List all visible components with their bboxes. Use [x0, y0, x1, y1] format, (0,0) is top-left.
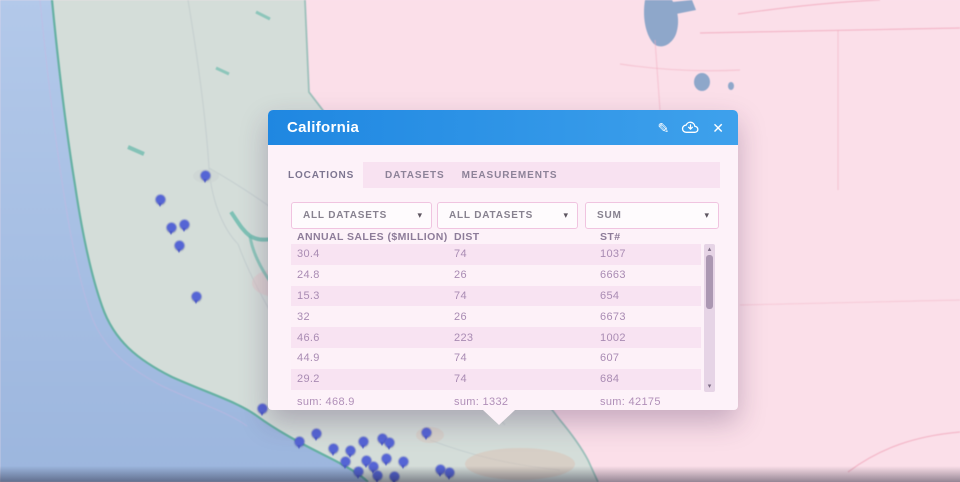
scroll-up-icon[interactable]: ▴: [707, 246, 712, 253]
sum-annual-sales: sum: 468.9: [297, 396, 355, 408]
table-scrollbar[interactable]: ▴ ▾: [704, 244, 715, 392]
chevron-down-icon: ▾: [704, 210, 709, 220]
sum-row: sum: 468.9 sum: 1332 sum: 42175: [291, 393, 701, 411]
table-body: 30.4 74 1037 24.8 26 6663 15.3 74 654 32 26 6673 46.…: [291, 244, 701, 390]
table-row[interactable]: 29.2 74 684: [291, 368, 701, 390]
table-row[interactable]: 44.9 74 607: [291, 347, 701, 369]
table-cell: 44.9: [297, 352, 320, 365]
offshore-boundary-line: [39, 0, 248, 427]
column-header: ANNUAL SALES ($MILLION): [297, 230, 448, 243]
table-cell: 223: [454, 331, 474, 344]
edit-icon[interactable]: ✎: [657, 119, 670, 136]
aggregation-select[interactable]: SUM ▾: [585, 202, 719, 229]
chevron-down-icon: ▾: [563, 210, 568, 220]
table-cell: 607: [600, 352, 620, 365]
table-row[interactable]: 46.6 223 1002: [291, 327, 701, 348]
tab-measurements[interactable]: MEASUREMENTS: [461, 169, 558, 181]
chevron-down-icon: ▾: [417, 210, 422, 220]
select-value: ALL DATASETS: [303, 210, 388, 221]
coastline: [50, 0, 369, 482]
scrollbar-thumb[interactable]: [706, 255, 713, 309]
scroll-down-icon[interactable]: ▾: [707, 383, 712, 390]
table-cell: 15.3: [297, 289, 320, 302]
close-icon[interactable]: ✕: [712, 119, 724, 136]
table-row[interactable]: 24.8 26 6663: [291, 264, 701, 286]
column-header: DIST: [454, 230, 480, 243]
select-value: ALL DATASETS: [449, 210, 534, 221]
california-popup: California ✎ ✕ LOCATIONS DATASETS MEASUR…: [268, 110, 738, 425]
ocean: [0, 0, 368, 482]
dataset-select-2[interactable]: ALL DATASETS ▾: [437, 202, 578, 229]
table-row[interactable]: 15.3 74 654: [291, 285, 701, 307]
sum-st: sum: 42175: [600, 396, 661, 408]
table-header: ANNUAL SALES ($MILLION) DIST ST#: [291, 229, 701, 244]
column-header: ST#: [600, 230, 621, 243]
table-cell: 684: [600, 373, 620, 386]
table-cell: 74: [454, 289, 467, 302]
tab-strip: DATASETS MEASUREMENTS: [363, 162, 720, 188]
popup-title: California: [287, 119, 360, 136]
table-cell: 6663: [600, 269, 626, 282]
table-cell: 74: [454, 248, 467, 261]
select-value: SUM: [597, 210, 622, 221]
tab-locations[interactable]: LOCATIONS: [288, 169, 355, 181]
table-row[interactable]: 30.4 74 1037: [291, 244, 701, 265]
table-cell: 29.2: [297, 373, 320, 386]
table-cell: 74: [454, 352, 467, 365]
table-cell: 74: [454, 373, 467, 386]
table-cell: 1002: [600, 331, 626, 344]
filter-bar: ALL DATASETS ▾ ALL DATASETS ▾ SUM ▾: [291, 202, 719, 229]
cloud-download-icon[interactable]: [680, 120, 701, 135]
nevada-lakes: [644, 0, 734, 91]
table-row[interactable]: 32 26 6673: [291, 306, 701, 328]
table-cell: 46.6: [297, 331, 320, 344]
table-cell: 24.8: [297, 269, 320, 282]
tab-datasets[interactable]: DATASETS: [385, 169, 445, 181]
nevada-roads: [619, 0, 960, 473]
table-cell: 6673: [600, 310, 626, 323]
table-cell: 1037: [600, 248, 626, 261]
table-cell: 26: [454, 269, 467, 282]
dataset-select-1[interactable]: ALL DATASETS ▾: [291, 202, 432, 229]
sum-dist: sum: 1332: [454, 396, 509, 408]
state-border: [304, 0, 599, 482]
table-cell: 32: [297, 310, 310, 323]
tab-bar: LOCATIONS DATASETS MEASUREMENTS: [288, 162, 720, 188]
table-cell: 26: [454, 310, 467, 323]
table-cell: 654: [600, 289, 620, 302]
popup-header-actions: ✎ ✕: [658, 120, 724, 135]
popup-tail: [483, 410, 515, 425]
bottom-vignette: [0, 466, 960, 482]
table-cell: 30.4: [297, 248, 320, 261]
popup-header: California ✎ ✕: [268, 110, 738, 145]
